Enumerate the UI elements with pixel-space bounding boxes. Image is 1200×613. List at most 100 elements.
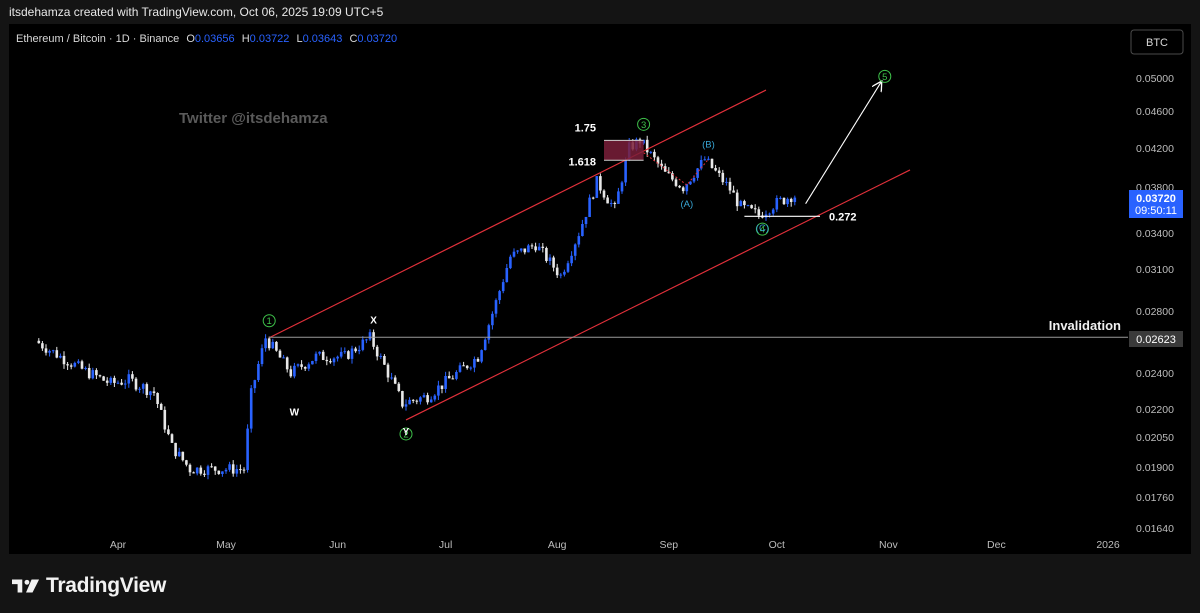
- candle-body: [120, 382, 123, 385]
- candle-body: [613, 203, 617, 204]
- candle-body: [779, 197, 782, 199]
- candle-body: [113, 377, 116, 383]
- candle-body: [329, 361, 332, 363]
- price-tick-label: 0.02200: [1136, 404, 1174, 416]
- invalidation-price: 0.02623: [1136, 334, 1176, 346]
- candle-body: [289, 369, 293, 377]
- wave-1-label: 1: [262, 314, 276, 328]
- time-tick-label: Jun: [329, 539, 346, 551]
- candle-body: [699, 160, 703, 169]
- candle-body: [300, 364, 303, 367]
- candle-body: [325, 359, 329, 362]
- candle-body: [66, 364, 69, 366]
- candle-body: [192, 472, 195, 474]
- candle-body: [624, 160, 627, 183]
- candle-body: [221, 471, 224, 474]
- candle-body: [37, 340, 41, 344]
- candle-body: [548, 257, 552, 261]
- candle-body: [206, 466, 210, 475]
- candle-body: [660, 163, 663, 167]
- candle-body: [354, 348, 357, 352]
- candle-body: [591, 197, 595, 199]
- price-tick-label: 0.04200: [1136, 143, 1174, 155]
- time-tick-label: Aug: [548, 539, 567, 551]
- candle-body: [127, 374, 131, 384]
- time-axis[interactable]: Apr May Jun Jul Aug Sep Oct Nov Dec 2026: [110, 539, 1120, 551]
- candle-body: [347, 351, 350, 359]
- corrective-label: (A): [680, 199, 693, 210]
- corrective-label: Y: [403, 427, 410, 438]
- legend-low-label: L: [296, 33, 302, 45]
- candle-body: [293, 365, 296, 377]
- candle-body: [728, 181, 732, 191]
- fib-extension-zone[interactable]: [604, 140, 644, 161]
- candle-body: [264, 338, 267, 349]
- candle-body: [109, 377, 113, 383]
- candle-body: [476, 359, 480, 362]
- tradingview-logo[interactable]: TradingView: [12, 574, 166, 598]
- candle-body: [375, 346, 379, 357]
- candle-body: [404, 404, 408, 407]
- candle-body: [663, 166, 667, 172]
- candle-body: [372, 332, 375, 347]
- candle-body: [649, 151, 653, 153]
- candle-body: [527, 245, 530, 253]
- candle-body: [519, 248, 523, 251]
- candle-body: [80, 361, 84, 369]
- candle-body: [437, 385, 440, 396]
- candle-body: [134, 378, 138, 390]
- legend-close-label: C: [349, 33, 357, 45]
- invalidation-price-tag: 0.02623: [1129, 331, 1183, 347]
- candle-body: [707, 158, 710, 160]
- time-tick-label: Jul: [439, 539, 452, 551]
- candle-body: [473, 359, 476, 368]
- candle-body: [62, 355, 66, 365]
- candle-body: [753, 208, 757, 210]
- corrective-label: W: [290, 408, 300, 419]
- candle-body: [235, 469, 239, 474]
- currency-button[interactable]: BTC: [1130, 29, 1184, 55]
- candle-body: [537, 246, 541, 251]
- candle-body: [577, 236, 581, 245]
- candle-body: [84, 368, 87, 369]
- candle-body: [181, 451, 185, 461]
- invalidation-label: Invalidation: [1049, 318, 1121, 333]
- wave-3-label: 3: [637, 117, 651, 131]
- candle-body: [278, 350, 282, 358]
- channel-lower-line[interactable]: [405, 169, 911, 421]
- time-tick-label: Sep: [659, 539, 678, 551]
- price-tick-label: 0.03100: [1136, 264, 1174, 276]
- candle-body: [685, 184, 689, 192]
- price-axis[interactable]: 0.050000.046000.042000.038000.034000.031…: [1136, 73, 1174, 535]
- candle-body: [588, 197, 591, 217]
- candle-body: [451, 378, 455, 380]
- candle-body: [318, 351, 321, 354]
- candle-body: [149, 391, 152, 396]
- candle-body: [282, 357, 285, 359]
- candle-body: [249, 388, 253, 429]
- candle-body: [285, 357, 289, 370]
- candle-body: [257, 364, 260, 380]
- candle-body: [440, 385, 444, 389]
- time-tick-label: Nov: [879, 539, 898, 551]
- candle-body: [505, 268, 509, 283]
- candle-body: [498, 291, 501, 301]
- candle-body: [174, 442, 177, 457]
- caption-bar: itsdehamza created with TradingView.com,…: [0, 0, 1200, 24]
- currency-button-label: BTC: [1146, 37, 1168, 49]
- projection-arrow[interactable]: [805, 82, 882, 204]
- price-tick-label: 0.03400: [1136, 228, 1174, 240]
- candle-body: [48, 350, 51, 353]
- candle-body: [789, 198, 793, 202]
- candle-body: [401, 391, 404, 407]
- candle-body: [509, 256, 512, 269]
- candle-body: [321, 351, 325, 360]
- candle-body: [609, 203, 613, 204]
- channel-upper-line[interactable]: [268, 89, 767, 339]
- price-tick-label: 0.01900: [1136, 462, 1174, 474]
- svg-text:1: 1: [267, 316, 272, 327]
- candle-body: [213, 466, 217, 471]
- candle-body: [231, 464, 235, 474]
- legend-line: Ethereum / Bitcoin · 1D · Binance O0.036…: [16, 33, 397, 45]
